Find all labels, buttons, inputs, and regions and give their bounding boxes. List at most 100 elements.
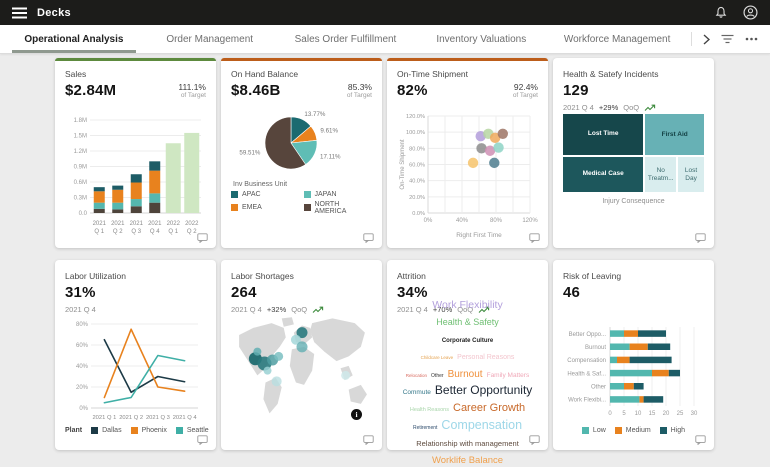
word-cloud-word[interactable]: Family Matters bbox=[486, 371, 530, 379]
svg-text:80.0%: 80.0% bbox=[409, 146, 425, 152]
comment-icon[interactable] bbox=[197, 435, 208, 445]
card-accent-bar bbox=[55, 58, 216, 61]
word-cloud-word[interactable]: Relocation bbox=[405, 372, 428, 378]
svg-text:Health & Saf...: Health & Saf... bbox=[567, 371, 606, 377]
svg-text:13.77%: 13.77% bbox=[304, 111, 325, 118]
treemap-tile[interactable]: First Aid bbox=[645, 114, 704, 156]
svg-text:0.0: 0.0 bbox=[79, 211, 88, 217]
tab-inventory-valuations[interactable]: Inventory Valuations bbox=[436, 33, 527, 45]
card-attrition: Attrition 34% 2021 Q 4 +70% QoQ Work Fle… bbox=[387, 260, 548, 466]
legend-item[interactable]: JAPAN bbox=[303, 190, 373, 198]
word-cloud-word[interactable]: Burnout bbox=[447, 368, 483, 380]
kpi-value: 46 bbox=[563, 284, 581, 301]
tab-order-management[interactable]: Order Management bbox=[166, 33, 254, 45]
svg-text:120%: 120% bbox=[522, 218, 538, 224]
deck-tabbar: Operational Analysis Order Management Sa… bbox=[0, 25, 770, 54]
svg-text:25: 25 bbox=[677, 411, 684, 417]
word-cloud-word[interactable]: Worklife Balance bbox=[431, 455, 504, 467]
svg-text:2021: 2021 bbox=[148, 221, 162, 227]
legend-item[interactable]: Phoenix bbox=[130, 427, 167, 434]
tab-workforce-management[interactable]: Workforce Management bbox=[563, 33, 671, 45]
comment-icon[interactable] bbox=[363, 233, 374, 243]
svg-text:1.8M: 1.8M bbox=[74, 118, 87, 124]
svg-text:60%: 60% bbox=[76, 343, 89, 349]
card-labor-utilization: Labor Utilization 31% 2021 Q 4 0% 20% 40% 6… bbox=[55, 260, 216, 450]
user-avatar-icon[interactable] bbox=[743, 5, 758, 20]
card-sales: Sales $2.84M 111.1% of Target 0.0 0.3M 0.6… bbox=[55, 58, 216, 248]
svg-text:17.11%: 17.11% bbox=[320, 153, 341, 160]
word-cloud-word[interactable]: Other bbox=[431, 372, 444, 379]
svg-text:2021 Q 3: 2021 Q 3 bbox=[146, 415, 170, 421]
treemap-tile[interactable]: Lost Time bbox=[563, 114, 644, 155]
treemap-tile[interactable]: No Treatm... bbox=[645, 157, 677, 192]
svg-text:Better Oppo...: Better Oppo... bbox=[569, 332, 607, 338]
period-label: 2021 Q 4 bbox=[563, 103, 594, 112]
svg-text:10: 10 bbox=[635, 411, 642, 417]
card-title: Health & Satefy Incidents bbox=[563, 69, 659, 79]
next-tabs-chevron-icon[interactable] bbox=[703, 33, 710, 45]
tab-sales-order-fulfillment[interactable]: Sales Order Fulfillment bbox=[294, 33, 397, 45]
word-cloud-word[interactable]: Personal Reasons bbox=[457, 354, 515, 362]
word-cloud-word[interactable]: Work Flexibility bbox=[432, 298, 503, 311]
word-cloud-word[interactable]: Retirement bbox=[412, 424, 438, 431]
filter-icon[interactable] bbox=[721, 34, 734, 44]
word-cloud-word[interactable]: Commute bbox=[402, 389, 431, 396]
target-percent: 85.3% bbox=[347, 82, 372, 92]
legend-item[interactable]: NORTH AMERICA bbox=[303, 201, 373, 215]
delta-value: +70% bbox=[432, 305, 453, 314]
kpi-subtitle: 2021 Q 4 bbox=[65, 305, 206, 314]
legend-item[interactable]: APAC bbox=[231, 190, 300, 198]
legend-item[interactable]: Low bbox=[581, 427, 606, 434]
sales-stacked-column-chart: 0.0 0.3M 0.6M 0.9M 1.2M 1.5M 1.8M 2021 Q 1 2021 Q … bbox=[65, 102, 206, 240]
word-cloud-word[interactable]: Better Opportunity bbox=[434, 383, 533, 397]
svg-text:0.9M: 0.9M bbox=[74, 164, 87, 170]
card-title: Sales bbox=[65, 69, 87, 79]
comment-icon[interactable] bbox=[695, 435, 706, 445]
legend-item[interactable]: EMEA bbox=[231, 201, 300, 215]
treemap-tile[interactable]: Medical Case bbox=[563, 156, 644, 192]
svg-text:2021 Q 2: 2021 Q 2 bbox=[119, 415, 143, 421]
map-info-icon[interactable]: i bbox=[351, 409, 362, 420]
trend-sparkline-icon bbox=[478, 306, 490, 313]
word-cloud-word[interactable]: Career Growth bbox=[453, 402, 526, 415]
delta-value: +32% bbox=[266, 305, 287, 314]
card-accent-bar bbox=[387, 58, 548, 61]
comment-icon[interactable] bbox=[529, 435, 540, 445]
comment-icon[interactable] bbox=[197, 233, 208, 243]
comment-icon[interactable] bbox=[363, 435, 374, 445]
card-title: Attrition bbox=[397, 271, 426, 281]
legend-title: Inv Business Unit bbox=[233, 180, 288, 188]
svg-text:Right First Time: Right First Time bbox=[456, 232, 502, 239]
delta-label: QoQ bbox=[291, 305, 308, 314]
hamburger-menu-icon[interactable] bbox=[12, 7, 27, 19]
word-cloud-word[interactable]: Compensation bbox=[441, 417, 523, 432]
notifications-bell-icon[interactable] bbox=[715, 6, 727, 19]
target-block: 85.3% of Target bbox=[347, 82, 372, 100]
legend-item[interactable]: Seattle bbox=[175, 427, 209, 434]
word-cloud-word[interactable]: Corporate Culture bbox=[441, 338, 494, 345]
kpi-value: 31% bbox=[65, 284, 96, 301]
incidents-treemap: Lost Time Medical Case First Aid No Treatm.… bbox=[563, 114, 704, 240]
risk-of-leaving-bar-chart: 0 5 10 15 20 25 30 Better Oppo... Burnout Compens… bbox=[563, 303, 704, 442]
legend-item[interactable]: Medium bbox=[614, 427, 651, 434]
tab-operational-analysis[interactable]: Operational Analysis bbox=[6, 25, 142, 53]
more-options-icon[interactable] bbox=[745, 37, 758, 41]
period-label: 2021 Q 4 bbox=[231, 305, 262, 314]
kpi-value: $8.46B bbox=[231, 82, 281, 99]
svg-text:15: 15 bbox=[649, 411, 656, 417]
kpi-value: $2.84M bbox=[65, 82, 117, 99]
card-health-safety-incidents: Health & Satefy Incidents 129 2021 Q 4 +… bbox=[553, 58, 714, 248]
kpi-subtitle: 2021 Q 4 +32% QoQ bbox=[231, 305, 372, 314]
legend-item[interactable]: Dallas bbox=[91, 427, 122, 434]
legend-item[interactable]: High bbox=[659, 427, 685, 434]
comment-icon[interactable] bbox=[529, 233, 540, 243]
word-cloud-word[interactable]: Health & Safety bbox=[436, 316, 499, 327]
treemap-tile[interactable]: Lost Day bbox=[678, 157, 704, 192]
card-title: Labor Utilization bbox=[65, 271, 126, 281]
word-cloud-word[interactable]: Childcare Leave bbox=[420, 355, 454, 361]
word-cloud-word[interactable]: Health Reasons bbox=[409, 407, 449, 414]
card-labor-shortages: Labor Shortages 264 2021 Q 4 +32% QoQ i bbox=[221, 260, 382, 450]
svg-text:2021: 2021 bbox=[111, 221, 125, 227]
comment-icon[interactable] bbox=[695, 233, 706, 243]
word-cloud-word[interactable]: Relationship with management bbox=[416, 438, 519, 448]
